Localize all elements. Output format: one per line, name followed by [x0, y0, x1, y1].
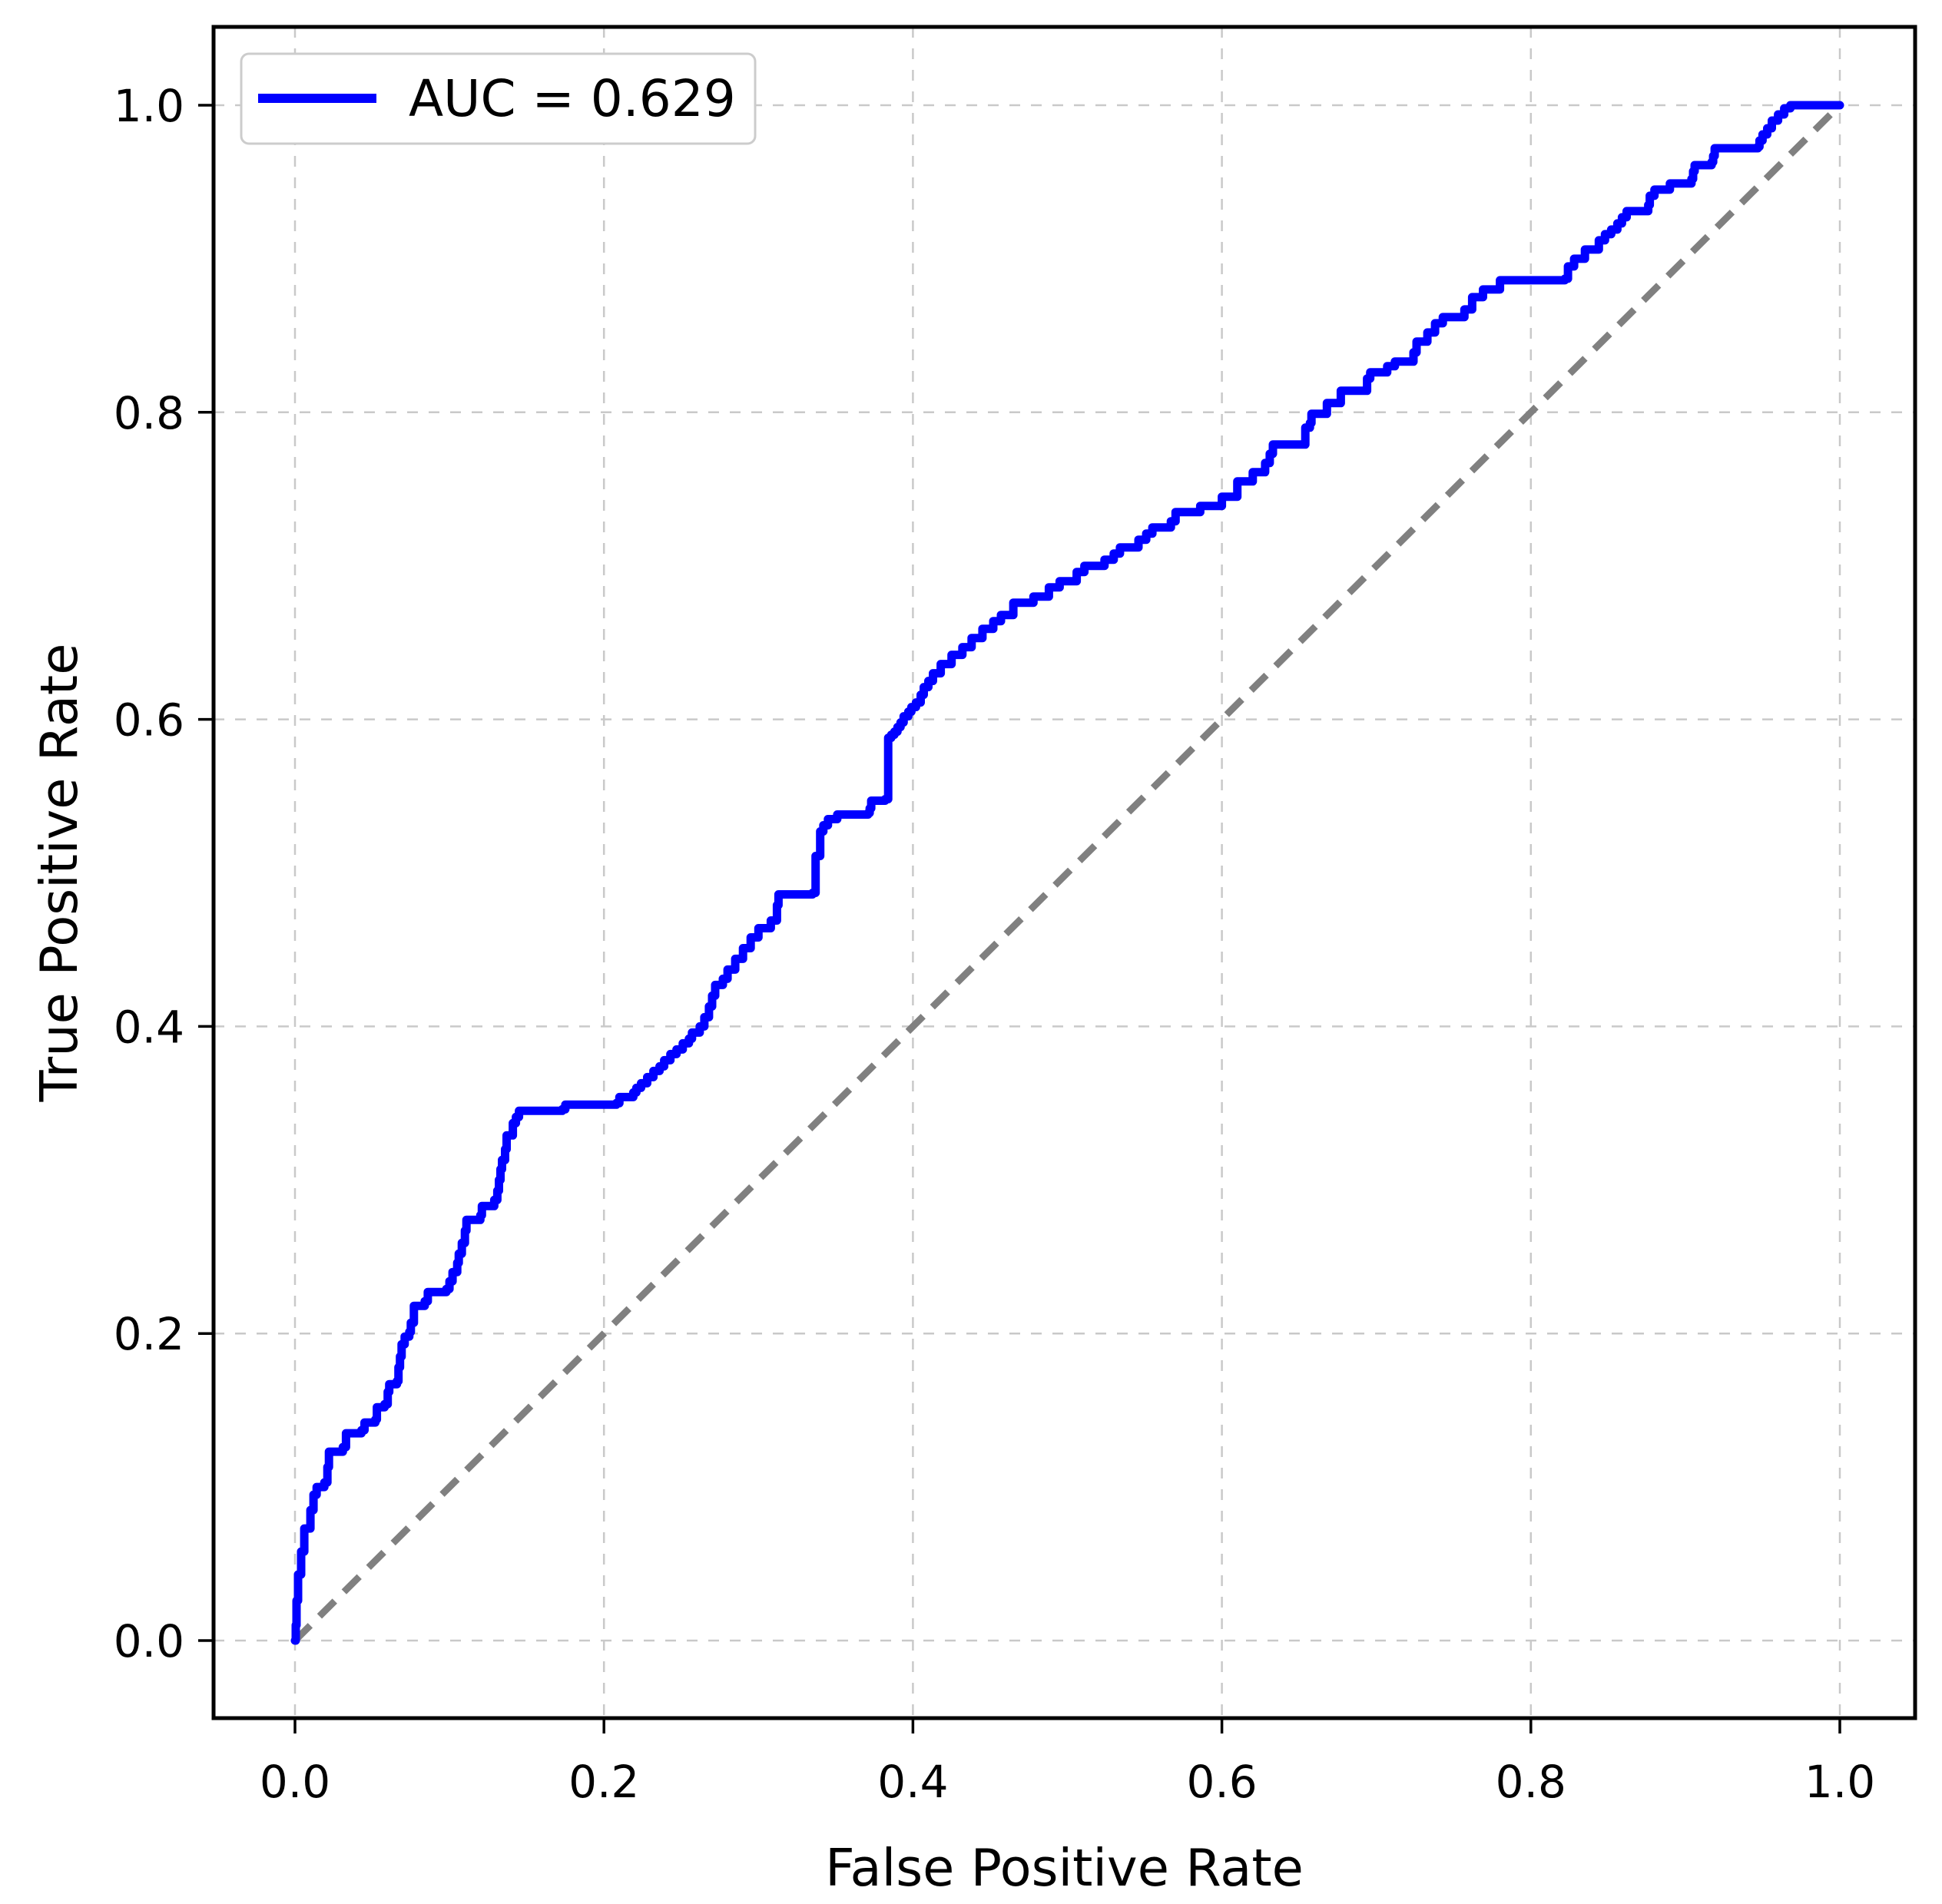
legend-box	[240, 52, 757, 145]
y-tick-label: 1.0	[114, 80, 184, 132]
x-tick-label: 0.8	[1496, 1756, 1566, 1808]
diagonal-reference-line	[292, 102, 1843, 1644]
chance-diagonal-line	[292, 102, 1843, 1644]
x-tick-label: 0.4	[877, 1756, 948, 1808]
y-axis-label: True Positive Rate	[29, 644, 89, 1103]
x-tick-label: 1.0	[1804, 1756, 1875, 1808]
y-tick-label: 0.4	[114, 1001, 184, 1053]
y-tick-label: 0.8	[114, 387, 184, 439]
x-tick-label: 0.6	[1186, 1756, 1257, 1808]
legend-auc-label: AUC = 0.629	[409, 69, 736, 128]
legend: AUC = 0.629	[240, 52, 757, 145]
roc-curve-path	[290, 101, 1844, 1645]
x-tick-label: 0.0	[260, 1756, 330, 1808]
plot-border	[211, 25, 1917, 1720]
y-tick-labels: 0.0 0.2 0.4 0.6 0.8 1.0	[114, 80, 184, 1667]
axis-labels: False Positive Rate True Positive Rate	[29, 644, 1304, 1898]
x-axis-label: False Positive Rate	[825, 1838, 1304, 1898]
y-tick-label: 0.0	[114, 1615, 184, 1667]
roc-curve	[290, 101, 1844, 1645]
tick-marks	[198, 104, 1841, 1733]
x-tick-labels: 0.0 0.2 0.4 0.6 0.8 1.0	[260, 1756, 1875, 1808]
y-tick-label: 0.2	[114, 1308, 184, 1360]
y-tick-label: 0.6	[114, 694, 184, 747]
x-tick-label: 0.2	[568, 1756, 639, 1808]
